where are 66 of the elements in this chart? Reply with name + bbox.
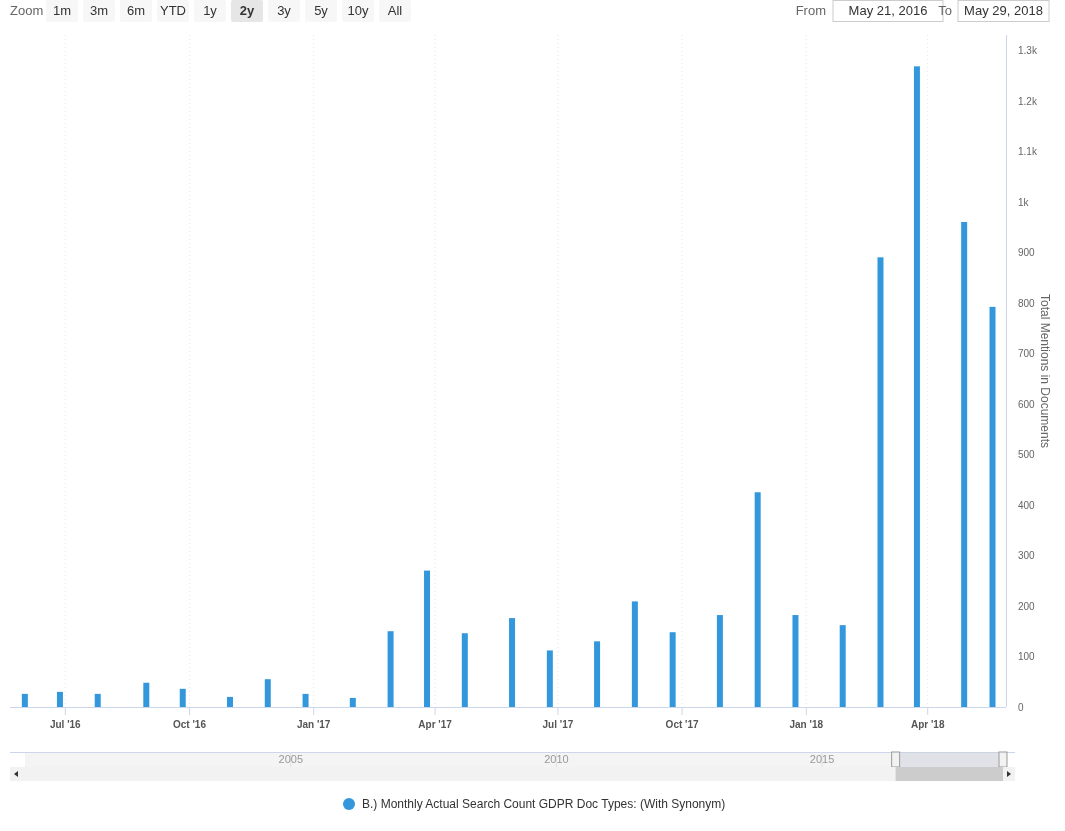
bar (594, 641, 601, 707)
bar (989, 306, 996, 707)
zoom-button: 3m (83, 0, 115, 22)
text: To (938, 3, 952, 18)
x-tick-label: Apr '17 (418, 719, 453, 730)
y-tick-label: 200 (1018, 600, 1036, 612)
y-tick-label: 900 (1018, 247, 1036, 259)
y-tick-label: 1k (1018, 196, 1030, 208)
y-axis-title: Total Mentions in Documents (1038, 293, 1052, 449)
bar (226, 696, 233, 707)
x-tick-label: Jan '17 (296, 719, 331, 730)
bar (94, 693, 101, 707)
bar (631, 601, 638, 707)
y-tick-label: 300 (1018, 550, 1036, 562)
x2-tick-label: 2010 (544, 753, 569, 765)
y-tick-label: 500 (1018, 449, 1036, 461)
bar (179, 688, 186, 707)
y-tick-label: 700 (1018, 348, 1036, 360)
bar (21, 693, 28, 707)
zoom-button: 5y (305, 0, 337, 22)
zoom-button: 6m (120, 0, 152, 22)
y-tick-label: 400 (1018, 499, 1036, 511)
x-tick-label: Oct '17 (665, 719, 700, 730)
bar (546, 650, 553, 707)
bar (754, 492, 761, 707)
y-tick-label: 1.1k (1018, 146, 1038, 158)
bar (509, 618, 516, 707)
legend-label: B.) Monthly Actual Search Count GDPR Doc Types: (With Synonym) (362, 797, 726, 811)
bar (302, 693, 309, 707)
date-field: May 29, 2018 (957, 0, 1050, 22)
bar (264, 679, 271, 707)
zoom-button: 3y (268, 0, 300, 22)
zoom-button: YTD (157, 0, 189, 22)
bar (961, 221, 968, 707)
bar (877, 257, 884, 707)
x-tick-label: Apr '18 (910, 719, 945, 730)
text: Zoom (10, 3, 44, 18)
y-tick-label: 600 (1018, 398, 1036, 410)
y-tick-label: 100 (1018, 651, 1036, 663)
bar (461, 633, 468, 707)
x-tick-label: Jul '16 (49, 719, 82, 730)
bar (349, 697, 356, 707)
bar (669, 632, 676, 707)
zoom-button: All (379, 0, 411, 22)
bar (143, 682, 150, 707)
bar (56, 691, 63, 707)
bar (424, 570, 431, 707)
x-tick-label: Oct '16 (173, 719, 207, 730)
y-tick-label: 800 (1018, 297, 1036, 309)
zoom-button: 1y (194, 0, 226, 22)
bar (792, 615, 799, 707)
bar (839, 625, 846, 707)
zoom-button: 10y (342, 0, 374, 22)
zoom-button: 2y (231, 0, 263, 22)
y-tick-label: 0 (1018, 702, 1024, 713)
text: From (795, 3, 826, 18)
zoom-button: 1m (46, 0, 78, 22)
bar (716, 615, 723, 707)
x-tick-label: Jul '17 (542, 719, 574, 730)
x2-tick-label: 2015 (809, 753, 835, 765)
x2-tick-label: 2005 (278, 753, 304, 765)
bar (913, 66, 920, 707)
y-tick-label: 1.2k (1018, 95, 1038, 107)
x-tick-label: Jan '18 (789, 719, 824, 730)
y-tick-label: 1.3k (1018, 45, 1038, 57)
bar (387, 631, 394, 707)
